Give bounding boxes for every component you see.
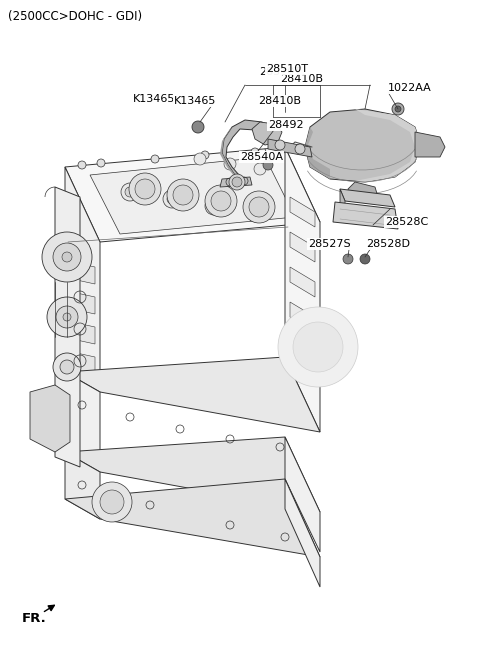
Text: 28540A: 28540A bbox=[240, 152, 283, 162]
Circle shape bbox=[60, 360, 74, 374]
Text: 28528C: 28528C bbox=[385, 217, 428, 227]
Circle shape bbox=[201, 151, 209, 159]
Circle shape bbox=[251, 148, 259, 156]
Circle shape bbox=[47, 297, 87, 337]
Polygon shape bbox=[72, 352, 95, 374]
Circle shape bbox=[232, 177, 242, 187]
Text: 28410B: 28410B bbox=[258, 96, 301, 106]
Text: K13465: K13465 bbox=[174, 96, 216, 106]
Polygon shape bbox=[220, 177, 252, 187]
Polygon shape bbox=[65, 167, 100, 392]
Polygon shape bbox=[305, 127, 330, 179]
Circle shape bbox=[53, 353, 81, 381]
Polygon shape bbox=[333, 202, 398, 229]
Polygon shape bbox=[285, 479, 320, 587]
Polygon shape bbox=[290, 267, 315, 297]
Polygon shape bbox=[285, 437, 320, 552]
Circle shape bbox=[211, 191, 231, 211]
Circle shape bbox=[135, 179, 155, 199]
Circle shape bbox=[173, 185, 193, 205]
Circle shape bbox=[163, 190, 181, 208]
Polygon shape bbox=[415, 132, 445, 157]
Circle shape bbox=[360, 254, 370, 264]
Text: 28528D: 28528D bbox=[366, 239, 410, 249]
Circle shape bbox=[129, 173, 161, 205]
Polygon shape bbox=[340, 189, 395, 207]
Polygon shape bbox=[90, 157, 295, 234]
Polygon shape bbox=[72, 262, 95, 284]
Circle shape bbox=[125, 187, 135, 197]
Polygon shape bbox=[340, 189, 345, 215]
Circle shape bbox=[343, 254, 353, 264]
Polygon shape bbox=[290, 302, 315, 332]
Text: 1022AA: 1022AA bbox=[388, 83, 432, 93]
Polygon shape bbox=[65, 437, 320, 512]
Circle shape bbox=[263, 160, 273, 170]
Polygon shape bbox=[220, 127, 235, 176]
Circle shape bbox=[254, 163, 266, 175]
Polygon shape bbox=[290, 232, 315, 262]
Text: 28510T: 28510T bbox=[266, 64, 308, 74]
Polygon shape bbox=[55, 187, 80, 467]
Circle shape bbox=[97, 159, 105, 167]
Polygon shape bbox=[65, 147, 320, 242]
Circle shape bbox=[151, 155, 159, 163]
Text: K13465: K13465 bbox=[132, 94, 175, 104]
Circle shape bbox=[194, 153, 206, 165]
Polygon shape bbox=[65, 452, 100, 519]
Circle shape bbox=[63, 313, 71, 321]
Text: 28492: 28492 bbox=[268, 120, 304, 130]
Polygon shape bbox=[65, 357, 320, 432]
Text: 28527S: 28527S bbox=[308, 239, 350, 249]
Circle shape bbox=[229, 174, 245, 190]
Circle shape bbox=[224, 158, 236, 170]
Polygon shape bbox=[30, 385, 70, 452]
Circle shape bbox=[100, 490, 124, 514]
Polygon shape bbox=[65, 372, 100, 472]
Polygon shape bbox=[268, 139, 312, 157]
Polygon shape bbox=[285, 147, 320, 432]
Circle shape bbox=[205, 197, 223, 215]
Circle shape bbox=[53, 243, 81, 271]
Circle shape bbox=[275, 146, 283, 154]
Text: 28410B: 28410B bbox=[280, 74, 323, 84]
Circle shape bbox=[205, 185, 237, 217]
Circle shape bbox=[243, 191, 275, 223]
Polygon shape bbox=[348, 182, 378, 202]
Circle shape bbox=[295, 144, 305, 154]
Circle shape bbox=[192, 121, 204, 133]
Circle shape bbox=[42, 232, 92, 282]
Text: (2500CC>DOHC - GDI): (2500CC>DOHC - GDI) bbox=[8, 10, 142, 23]
Circle shape bbox=[167, 194, 177, 204]
Circle shape bbox=[275, 140, 285, 150]
Circle shape bbox=[392, 103, 404, 115]
Polygon shape bbox=[305, 109, 420, 182]
Circle shape bbox=[278, 307, 358, 387]
Circle shape bbox=[78, 161, 86, 169]
Circle shape bbox=[293, 322, 343, 372]
Circle shape bbox=[209, 201, 219, 211]
Polygon shape bbox=[72, 322, 95, 344]
Polygon shape bbox=[65, 479, 320, 557]
Circle shape bbox=[395, 106, 401, 112]
FancyArrowPatch shape bbox=[44, 605, 54, 612]
Circle shape bbox=[62, 252, 72, 262]
Polygon shape bbox=[290, 197, 315, 227]
Circle shape bbox=[247, 204, 265, 222]
Text: FR.: FR. bbox=[22, 612, 47, 625]
Text: 28510T: 28510T bbox=[259, 67, 301, 77]
Circle shape bbox=[56, 306, 78, 328]
Circle shape bbox=[249, 197, 269, 217]
Circle shape bbox=[251, 208, 261, 218]
Polygon shape bbox=[72, 292, 95, 314]
Polygon shape bbox=[222, 120, 272, 175]
Polygon shape bbox=[252, 122, 282, 145]
Polygon shape bbox=[355, 109, 420, 182]
Circle shape bbox=[121, 183, 139, 201]
Circle shape bbox=[167, 179, 199, 211]
Circle shape bbox=[92, 482, 132, 522]
